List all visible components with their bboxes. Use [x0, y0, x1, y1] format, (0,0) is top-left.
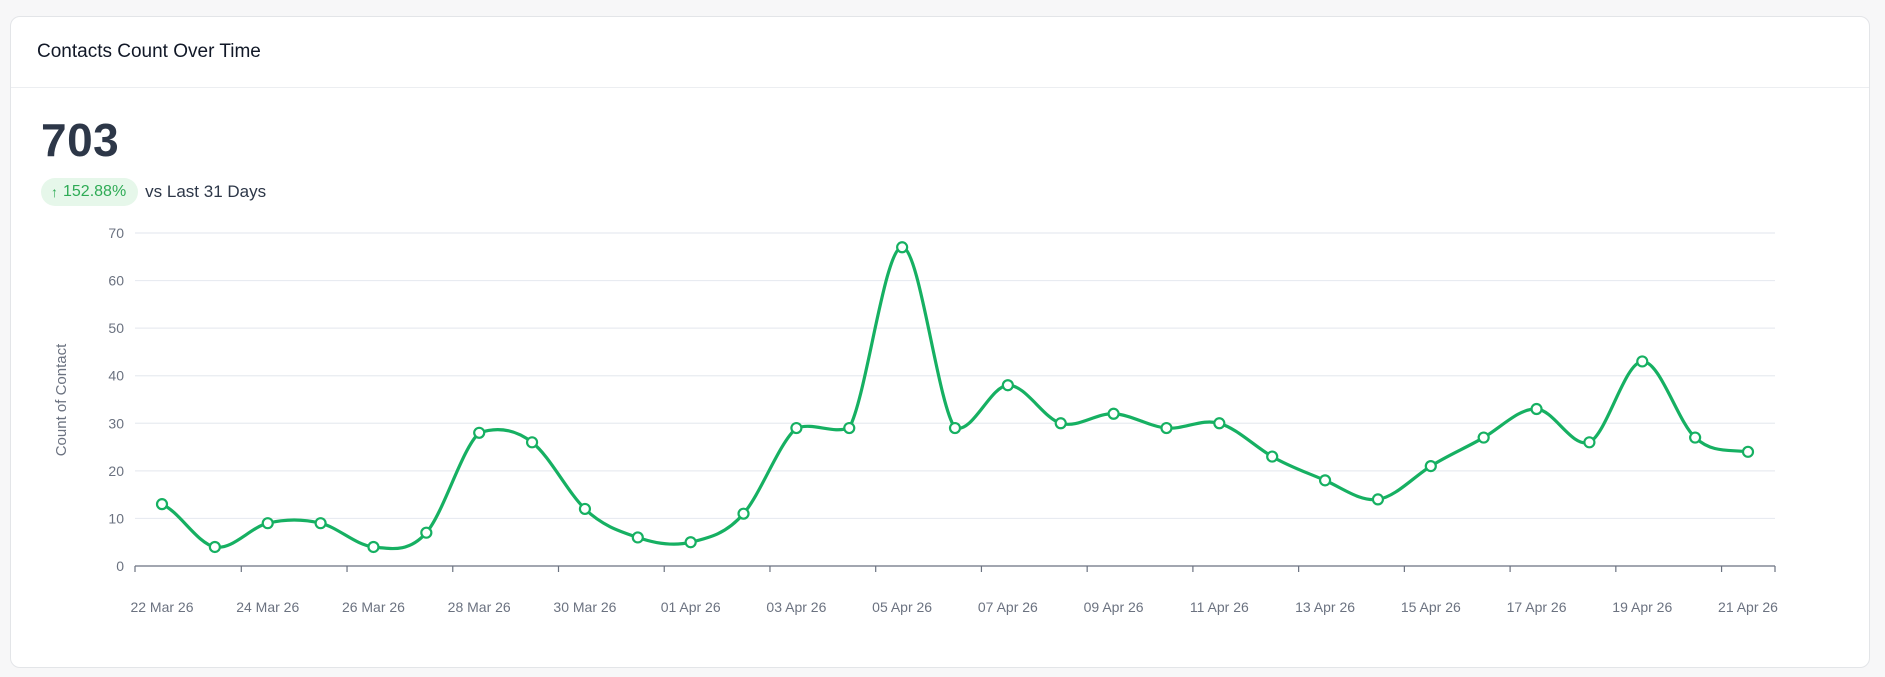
- delta-comparison: vs Last 31 Days: [145, 182, 267, 201]
- contacts-count-card: Contacts Count Over Time 703 ↑ 152.88% v…: [10, 16, 1870, 668]
- y-tick-label: 10: [108, 510, 124, 526]
- data-point-marker: [1054, 417, 1067, 430]
- data-point-marker: [1107, 407, 1120, 420]
- y-tick-label: 0: [116, 558, 124, 574]
- delta-row: ↑ 152.88% vs Last 31 Days: [41, 178, 266, 206]
- data-point-marker: [1160, 421, 1173, 435]
- card-title: Contacts Count Over Time: [37, 41, 261, 62]
- x-tick-label: 15 Apr 26: [1401, 599, 1461, 615]
- data-point-marker: [578, 502, 592, 516]
- y-tick-label: 20: [108, 463, 124, 479]
- data-point-marker: [208, 540, 221, 554]
- data-point-marker: [420, 526, 433, 539]
- x-tick-label: 22 Mar 26: [130, 599, 193, 615]
- x-tick-label: 09 Apr 26: [1084, 599, 1144, 615]
- data-point-marker: [1371, 493, 1385, 506]
- data-point-marker: [843, 421, 856, 435]
- x-tick-label: 13 Apr 26: [1295, 599, 1355, 615]
- data-point-marker: [1530, 402, 1543, 416]
- data-point-marker: [896, 241, 909, 254]
- total-contacts-value: 703: [41, 114, 120, 166]
- data-point-marker: [684, 536, 697, 549]
- data-point-marker: [155, 498, 169, 511]
- data-point-marker: [737, 507, 750, 520]
- data-point-marker: [261, 517, 274, 530]
- data-point-marker: [1213, 417, 1226, 430]
- x-tick-label: 28 Mar 26: [448, 599, 511, 615]
- data-point-marker: [1001, 379, 1014, 392]
- data-point-marker: [525, 436, 539, 449]
- arrow-up-icon: ↑: [51, 184, 58, 200]
- data-point-marker: [948, 421, 962, 435]
- data-point-marker: [1318, 474, 1332, 487]
- x-tick-label: 21 Apr 26: [1718, 599, 1778, 615]
- y-tick-label: 40: [108, 368, 124, 384]
- delta-badge: ↑ 152.88%: [41, 178, 139, 206]
- data-point-marker: [1266, 450, 1279, 463]
- x-tick-label: 03 Apr 26: [766, 599, 826, 615]
- x-tick-label: 30 Mar 26: [553, 599, 616, 615]
- y-tick-label: 30: [108, 415, 124, 431]
- x-tick-label: 11 Apr 26: [1190, 599, 1249, 615]
- x-tick-label: 07 Apr 26: [978, 599, 1038, 615]
- card-header: Contacts Count Over Time: [11, 17, 1869, 88]
- data-point-marker: [1583, 436, 1596, 449]
- data-point-marker: [1477, 431, 1490, 444]
- y-tick-label: 70: [108, 225, 124, 241]
- delta-percent: 152.88%: [63, 183, 127, 200]
- x-tick-label: 01 Apr 26: [661, 599, 721, 615]
- data-line: [161, 245, 1749, 551]
- data-point-marker: [631, 531, 644, 544]
- y-tick-label: 50: [108, 320, 124, 336]
- data-point-marker: [367, 540, 380, 554]
- x-tick-label: 17 Apr 26: [1507, 599, 1567, 615]
- x-tick-label: 19 Apr 26: [1612, 599, 1672, 615]
- data-point-marker: [1424, 460, 1437, 473]
- x-tick-label: 26 Mar 26: [342, 599, 405, 615]
- y-tick-label: 60: [108, 273, 124, 289]
- y-axis-title: Count of Contact: [53, 343, 70, 456]
- data-point-marker: [1636, 355, 1649, 368]
- data-point-marker: [473, 426, 486, 439]
- data-point-marker: [1741, 445, 1755, 458]
- x-tick-label: 05 Apr 26: [872, 599, 932, 615]
- data-point-marker: [314, 517, 327, 530]
- x-tick-label: 24 Mar 26: [236, 599, 299, 615]
- data-point-marker: [1689, 431, 1702, 444]
- data-point-marker: [790, 421, 803, 435]
